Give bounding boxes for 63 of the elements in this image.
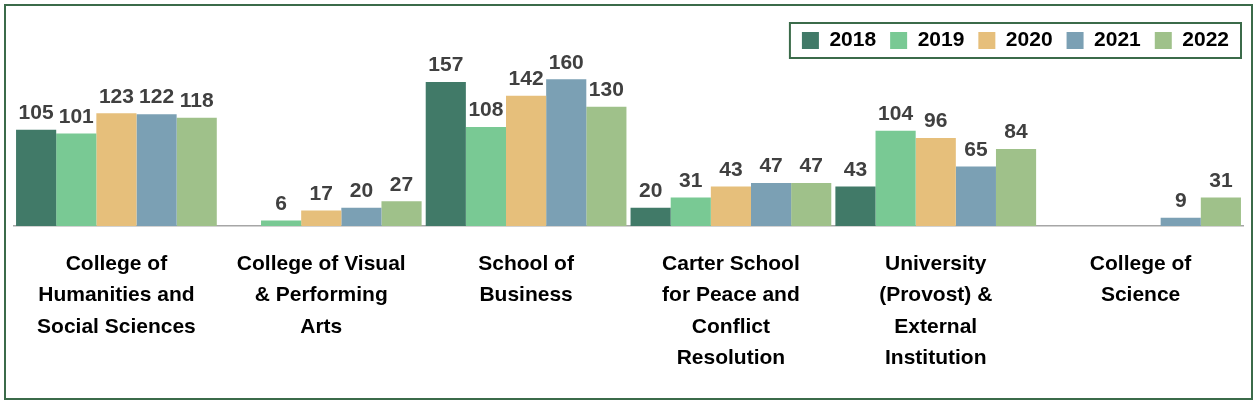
data-label: 130	[588, 77, 624, 101]
bar	[506, 95, 547, 226]
bar	[750, 182, 792, 226]
data-label: 123	[98, 83, 134, 107]
data-label: 105	[18, 100, 54, 124]
bar	[995, 149, 1037, 226]
data-label: 142	[508, 66, 544, 90]
bar	[136, 114, 177, 226]
bar	[710, 186, 751, 226]
legend-label: 2021	[1094, 27, 1142, 51]
data-label: 104	[878, 100, 914, 124]
data-label: 9	[1174, 188, 1187, 212]
data-label: 65	[964, 136, 988, 160]
data-label: 47	[799, 153, 823, 177]
legend-label: 2019	[917, 27, 965, 51]
data-label: 160	[548, 49, 584, 73]
data-label: 43	[843, 156, 868, 180]
legend-label: 2022	[1182, 27, 1229, 51]
legend-label: 2018	[829, 27, 877, 51]
data-label: 20	[349, 177, 374, 201]
data-label: 96	[924, 108, 948, 132]
x-tick-label: School of Business	[478, 250, 575, 306]
bar	[546, 79, 587, 226]
bar	[56, 133, 97, 226]
x-tick-label: Carter School for Peace and Conflict Resolution	[662, 250, 800, 369]
x-tick-label: College of Visual & Performing Arts	[236, 250, 406, 337]
bar	[96, 113, 137, 226]
data-label: 31	[679, 167, 703, 191]
bar	[16, 129, 57, 226]
bar	[301, 210, 342, 226]
bar	[791, 182, 832, 226]
data-label: 122	[139, 84, 175, 108]
data-label: 17	[309, 180, 333, 204]
bar	[261, 220, 302, 226]
data-label: 47	[759, 153, 783, 177]
bar	[341, 207, 382, 226]
bar	[1200, 197, 1241, 226]
data-label: 157	[428, 52, 464, 76]
bar	[955, 166, 996, 226]
bar	[425, 82, 466, 226]
x-tick-label: College of Science	[1089, 250, 1193, 306]
bar	[586, 106, 627, 226]
bar	[915, 138, 956, 226]
bar	[381, 201, 422, 226]
bar	[465, 127, 507, 226]
bar	[176, 117, 217, 226]
data-label: 20	[638, 177, 663, 201]
data-label: 6	[275, 190, 287, 214]
data-label: 27	[389, 171, 414, 195]
legend-label: 2020	[1005, 27, 1053, 51]
x-tick-label: University (Provost) & External Institution	[879, 250, 993, 369]
data-label: 101	[58, 103, 95, 127]
bar	[670, 197, 711, 226]
bar	[875, 130, 916, 226]
data-label: 31	[1209, 167, 1233, 191]
x-tick-label: College of Humanities and Social Sciences	[37, 250, 196, 337]
data-label: 43	[719, 156, 743, 180]
data-label: 84	[1004, 119, 1029, 143]
bar	[835, 186, 876, 226]
bar	[630, 207, 671, 226]
data-label: 118	[179, 88, 214, 112]
data-label: 108	[468, 97, 504, 121]
bar	[1160, 217, 1201, 226]
